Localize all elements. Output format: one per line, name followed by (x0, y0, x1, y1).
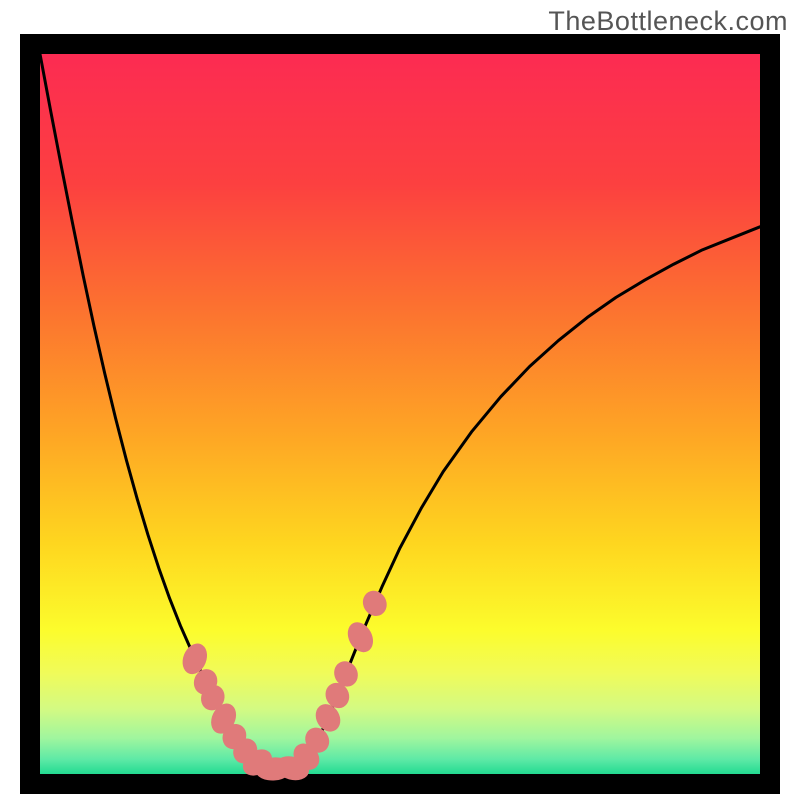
watermark-text: TheBottleneck.com (548, 6, 788, 37)
scatter-marker (343, 618, 378, 657)
chart-frame (20, 34, 780, 794)
plot-area (40, 54, 760, 774)
scatter-markers (178, 586, 391, 783)
bottleneck-curve (40, 54, 760, 770)
scatter-marker (358, 586, 391, 620)
curve-svg (40, 54, 760, 774)
chart-container: TheBottleneck.com (0, 0, 800, 800)
